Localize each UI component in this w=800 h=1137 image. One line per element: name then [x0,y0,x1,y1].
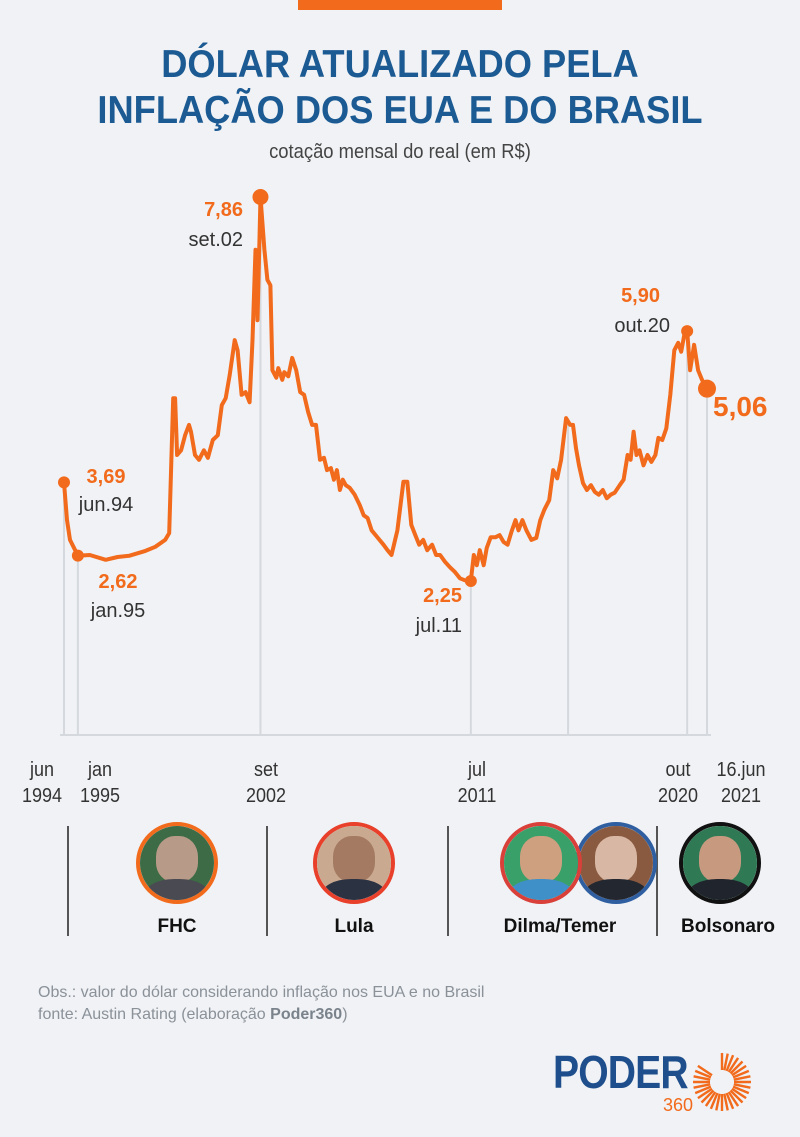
logo-ray [715,1093,721,1111]
x-tick-year: 2002 [245,785,287,807]
logo-ray [704,1091,717,1107]
avatar-dilma [500,822,582,904]
logo-ray [700,1089,715,1104]
x-tick-label: jul 2011 [441,757,513,809]
x-tick-year: 2011 [457,785,497,807]
source-brand: Poder360 [270,1006,343,1023]
data-marker [71,549,84,562]
x-tick-month: jun [29,759,55,781]
logo-ray [729,1060,744,1075]
x-tick-year: 2021 [720,785,762,807]
x-tick-month: jul [467,759,486,781]
logo-ray [727,1091,740,1107]
sun-rays-icon [693,1053,751,1111]
value-label: 2,62 [99,571,138,593]
logo-ray [731,1087,747,1100]
x-tick-year: 2020 [657,785,699,807]
logo-ray [694,1085,712,1095]
logo-ray [693,1083,711,1089]
logo-ray [697,1087,713,1100]
president-name: Dilma/Temer [503,916,617,937]
logo-ray [694,1069,712,1079]
value-label: 2,25 [423,585,462,607]
date-label: set.02 [189,229,243,251]
logo-ray [731,1064,747,1077]
term-divider [67,826,69,936]
logo-ray [733,1083,751,1089]
data-marker [681,325,694,338]
avatar-temer [575,822,657,904]
president-name: Lula [334,916,374,937]
chart-subtitle: cotação mensal do real (em R$) [269,141,531,163]
president-name: Bolsonaro [681,916,775,937]
logo-sub: 360 [663,1095,694,1115]
term-divider [266,826,268,936]
note-text: Obs.: valor do dólar considerando inflaç… [38,984,485,1001]
avatar-lula [313,822,395,904]
x-tick-year: 1994 [21,785,63,807]
logo-ray [725,1092,735,1110]
logo-ray [697,1064,713,1077]
avatar-bolsonaro [679,822,761,904]
annotation-labels: 3,69 jun.94 2,62 jan.95 7,86 set.02 2,25 jul.11… [78,199,768,637]
x-tick-year: 1995 [79,785,121,807]
footnote: Obs.: valor do dólar considerando inflaç… [38,982,484,1026]
avatar-fhc [136,822,218,904]
term-divider [447,826,449,936]
title-line-2: INFLAÇÃO DOS EUA E DO BRASIL [97,89,703,132]
logo-ray [723,1053,729,1071]
value-label: 7,86 [204,199,243,221]
president-name: FHC [157,916,197,937]
logo-ray [733,1075,751,1081]
source-text: fonte: Austin Rating (elaboração Poder36… [38,1006,348,1023]
title-line-1: DÓLAR ATUALIZADO PELA [161,43,639,86]
date-label: jun.94 [78,494,134,516]
data-marker [58,476,70,489]
x-tick-label: jun 1994 [6,757,78,809]
top-accent-bar [298,0,502,10]
x-tick-label: set 2002 [230,757,302,809]
logo-ray [732,1069,750,1079]
gridlines [60,197,711,736]
logo-ray [727,1057,740,1073]
x-tick-label: 16.jun 2021 [705,757,777,809]
x-tick-month: 16.jun [716,759,766,781]
chart-title: DÓLAR ATUALIZADO PELA INFLAÇÃO DOS EUA E… [28,42,772,134]
x-tick-label: jan 1995 [64,757,136,809]
x-tick-month: out [665,759,691,781]
line-chart: 3,69 jun.94 2,62 jan.95 7,86 set.02 2,25 jul.11… [58,189,768,736]
term-divider [656,826,658,936]
date-label: jul.11 [415,615,462,637]
data-marker [252,189,269,205]
logo-ray [729,1089,744,1104]
logo-ray [732,1085,750,1095]
x-tick-month: jan [87,759,113,781]
logo-ray [725,1054,735,1072]
x-tick-label: out 2020 [642,757,714,809]
data-marker [698,379,716,398]
series-line [62,195,709,583]
logo-ray [693,1075,711,1081]
logo-ray [709,1092,719,1110]
value-label: 3,69 [87,466,126,488]
date-label: out.20 [614,315,670,337]
x-tick-month: set [253,759,279,781]
logo-text: PODER [553,1046,689,1098]
value-label: 5,90 [621,285,660,307]
markers [58,189,716,587]
logo-ray [723,1093,729,1111]
data-marker [464,574,477,587]
value-label: 5,06 [713,391,768,422]
date-label: jan.95 [90,600,146,622]
